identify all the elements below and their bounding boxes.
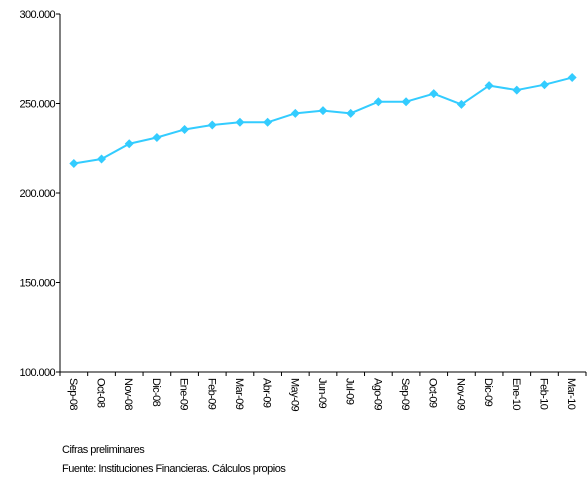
series-group: [69, 73, 577, 168]
data-point: [401, 97, 411, 107]
x-tick-label: Ago-09: [371, 378, 383, 410]
data-point: [207, 120, 217, 130]
x-tick-label: Oct-09: [427, 378, 439, 408]
data-point: [484, 81, 494, 91]
data-point: [180, 124, 190, 134]
data-point: [567, 73, 577, 83]
y-tick-label: 200.000: [19, 188, 55, 200]
data-point: [263, 117, 273, 127]
data-point: [290, 108, 300, 118]
data-point: [97, 154, 107, 164]
x-tick-label: Sep-09: [399, 378, 411, 410]
source-note: Fuente: Instituciones Financieras. Cálcu…: [62, 463, 286, 475]
data-point: [124, 139, 134, 149]
x-tick-label: Feb-09: [205, 378, 217, 410]
x-tick-label: Jun-09: [316, 378, 328, 409]
x-tick-label: Sep-08: [67, 378, 79, 410]
x-tick-label: Oct-08: [95, 378, 107, 408]
x-tick-label: Feb-10: [537, 378, 549, 410]
data-point: [429, 89, 439, 99]
data-point: [512, 85, 522, 95]
preliminary-note: Cifras preliminares: [62, 444, 145, 456]
x-axis: Sep-08 Oct-08 Nov-08 Dic-08 Ene-09 Feb-09 Mar-…: [59, 371, 587, 412]
x-tick-label: Dic-09: [482, 378, 494, 407]
x-tick-label: Nov-08: [122, 378, 134, 410]
series-line: [73, 76, 573, 165]
y-tick-label: 150.000: [19, 278, 55, 290]
y-axis: 100.000 150.000 200.000 250.000 300.000: [19, 9, 61, 379]
x-tick-label: Nov-09: [454, 378, 466, 410]
data-point: [373, 97, 383, 107]
y-tick-label: 300.000: [19, 9, 55, 21]
data-point: [235, 117, 245, 127]
y-tick-label: 100.000: [19, 367, 55, 379]
x-tick-label: Mar-09: [233, 378, 245, 410]
data-point: [69, 158, 79, 168]
data-point: [346, 108, 356, 118]
line-chart: 100.000 150.000 200.000 250.000 300.000 Sep-…: [19, 9, 587, 412]
data-point: [456, 99, 466, 109]
data-point: [152, 133, 162, 143]
x-tick-label: May-09: [288, 378, 300, 412]
y-tick-label: 250.000: [19, 99, 55, 111]
x-tick-label: Abr-09: [261, 378, 273, 408]
x-tick-label: Jul-09: [344, 378, 356, 405]
x-tick-label: Ene-09: [178, 378, 190, 410]
x-tick-label: Dic-08: [150, 378, 162, 407]
x-tick-label: Ene-10: [510, 378, 522, 410]
data-point: [318, 106, 328, 116]
x-tick-label: Mar-10: [565, 378, 577, 410]
data-point: [539, 80, 549, 90]
